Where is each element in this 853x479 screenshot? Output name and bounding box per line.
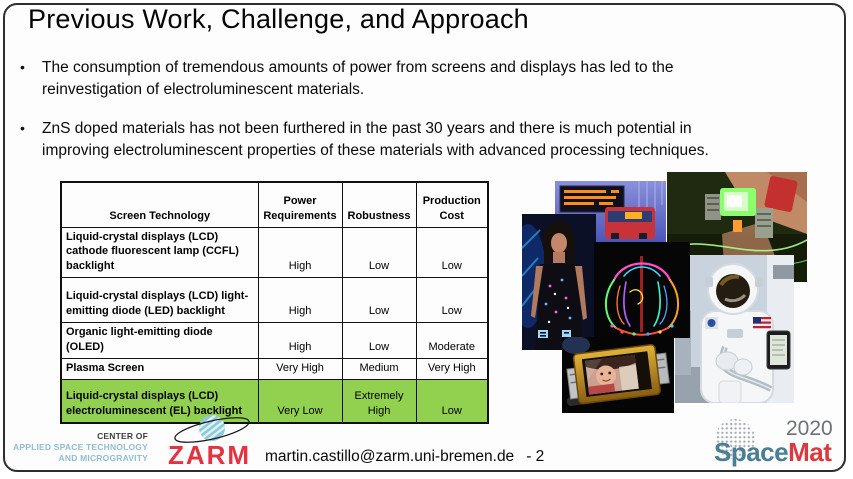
cell-robustness: Low <box>341 226 417 279</box>
table-row: Liquid-crystal displays (LCD) light-emit… <box>60 277 489 324</box>
cell-power: High <box>257 322 343 359</box>
bullet-marker: • <box>20 59 25 75</box>
el-dress-image <box>522 214 596 350</box>
table-header-row: Screen Technology Power Requirements Rob… <box>60 181 489 228</box>
spacemat-mat-text: Mat <box>788 437 832 467</box>
cell-robustness: Low <box>341 322 417 359</box>
cell-robustness: Medium <box>341 357 417 380</box>
email-text: martin.castillo@zarm.uni-bremen.de <box>265 448 515 465</box>
col-header-robustness: Robustness <box>341 181 417 228</box>
cell-cost: Low <box>415 226 489 279</box>
cell-cost: Moderate <box>415 322 489 359</box>
cell-power: Very Low <box>257 378 343 424</box>
org-line-microgravity: AND MICROGRAVITY <box>58 453 148 464</box>
spacemat-globe-icon <box>715 419 755 459</box>
zarm-org-text: CENTER OF APPLIED SPACE TECHNOLOGY AND M… <box>8 431 148 465</box>
cell-technology: Liquid-crystal displays (LCD) light-emit… <box>60 277 259 324</box>
bullet-text: The consumption of tremendous amounts of… <box>42 59 674 98</box>
cell-robustness: Low <box>341 277 417 324</box>
cell-technology: Liquid-crystal displays (LCD) electrolum… <box>60 378 259 424</box>
bullet-item: • The consumption of tremendous amounts … <box>20 57 790 101</box>
photo-el-dress <box>522 214 596 350</box>
cell-technology: Organic light-emitting diode (OLED) <box>60 322 259 359</box>
slide-title: Previous Work, Challenge, and Approach <box>28 4 529 34</box>
bullet-item: • ZnS doped materials has not been furth… <box>20 118 790 162</box>
photo-flexible-display <box>562 337 674 413</box>
cell-power: High <box>257 277 343 324</box>
page-number: - 2 <box>526 448 545 465</box>
table-row: Liquid-crystal displays (LCD) cathode fl… <box>60 226 489 279</box>
col-header-screen-technology: Screen Technology <box>60 181 259 228</box>
bullet-marker: • <box>20 120 25 136</box>
cell-power: High <box>257 226 343 279</box>
cell-cost: Low <box>415 378 489 424</box>
spacemat-year: 2020 <box>786 417 833 440</box>
spacemat-wordmark: SpaceMat <box>714 437 832 468</box>
contact-line: martin.castillo@zarm.uni-bremen.de - 2 <box>265 448 544 466</box>
zarm-wordmark: ZARM <box>168 440 252 470</box>
org-line-applied-space: APPLIED SPACE TECHNOLOGY <box>13 442 148 453</box>
bullet-list: • The consumption of tremendous amounts … <box>20 57 790 179</box>
zarm-planet-icon <box>174 415 250 443</box>
cell-cost: Low <box>415 277 489 324</box>
table-row-highlight-green: Liquid-crystal displays (LCD) electrolum… <box>60 378 489 424</box>
spacemat-space-text: Space <box>714 437 789 467</box>
table-row: Organic light-emitting diode (OLED) High… <box>60 322 489 359</box>
cell-robustness: Extremely High <box>341 378 417 424</box>
org-line-center-of: CENTER OF <box>97 431 148 441</box>
photo-el-transit-sign <box>555 181 666 243</box>
el-transit-sign-image <box>555 181 666 243</box>
cell-cost: Very High <box>415 357 489 380</box>
el-wire-jacket-image <box>594 242 690 338</box>
cell-power: Very High <box>257 357 343 380</box>
col-header-production-cost: Production Cost <box>415 181 489 228</box>
col-header-power-requirements: Power Requirements <box>257 181 343 228</box>
cell-technology: Plasma Screen <box>60 357 259 380</box>
photo-astronaut <box>675 255 794 403</box>
zarm-logo: ZARM <box>164 414 264 470</box>
spacemat-logo: 2020 SpaceMat <box>712 416 844 472</box>
astronaut-image <box>675 255 794 403</box>
screen-technology-table: Screen Technology Power Requirements Rob… <box>60 181 489 425</box>
flexible-display-image <box>562 337 674 413</box>
table-row: Plasma Screen Very High Medium Very High <box>60 357 489 380</box>
bullet-text: ZnS doped materials has not been further… <box>42 120 709 159</box>
photo-el-wire-jacket <box>594 242 690 338</box>
cell-technology: Liquid-crystal displays (LCD) cathode fl… <box>60 226 259 279</box>
